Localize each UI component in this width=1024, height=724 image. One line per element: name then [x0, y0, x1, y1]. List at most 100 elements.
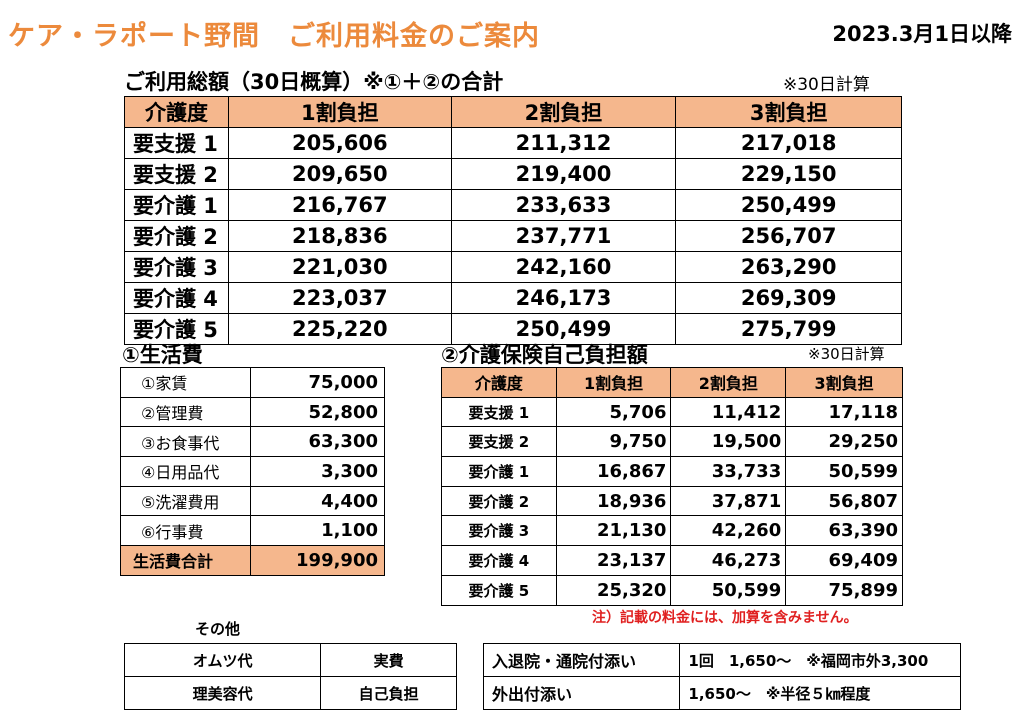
table-row: 要支援 2 209,650 219,400 229,150: [124, 158, 902, 190]
item-label: ⑤洗濯費用: [120, 485, 251, 517]
total-fee-table: 介護度 1割負担 2割負担 3割負担 要支援 1 205,606 211,312…: [124, 96, 902, 345]
other-fees-table: オムツ代 実費 理美容代 自己負担: [123, 643, 457, 710]
living-total-row: 生活費合計 199,900: [120, 545, 386, 576]
item-amount: 3,300: [249, 456, 386, 487]
amount-cell: 33,733: [670, 456, 787, 487]
table-row: 要介護 5 25,320 50,599 75,899: [441, 574, 903, 606]
item-label: ①家賃: [120, 367, 251, 398]
item-label: ③お食事代: [120, 426, 251, 458]
insurance-footnote: 注）記載の料金には、加算を含みません。: [592, 610, 858, 626]
care-level-cell: 要介護 5: [124, 313, 229, 345]
amount-cell: 37,871: [670, 485, 787, 517]
effective-date: 2023.3月1日以降: [832, 22, 1012, 46]
table-row: 要支援 1 205,606 211,312 217,018: [124, 127, 902, 159]
amount-cell: 219,400: [450, 158, 677, 190]
table-row: 要介護 4 223,037 246,173 269,309: [124, 282, 902, 314]
table-row: 要介護 2 218,836 237,771 256,707: [124, 220, 902, 252]
care-level-cell: 要支援 1: [124, 127, 229, 159]
amount-cell: 50,599: [670, 574, 787, 606]
table-row: 要介護 1 216,767 233,633 250,499: [124, 189, 902, 221]
amount-cell: 250,499: [675, 189, 902, 221]
column-header: 介護度: [124, 96, 229, 128]
column-header: 3割負担: [675, 96, 902, 128]
amount-cell: 63,390: [785, 515, 903, 547]
amount-cell: 237,771: [450, 220, 677, 252]
amount-cell: 11,412: [670, 396, 787, 428]
table-row: 要介護 5 225,220 250,499 275,799: [124, 313, 902, 345]
column-header: 1割負担: [555, 367, 672, 398]
column-header: 2割負担: [450, 96, 677, 128]
amount-cell: 19,500: [670, 426, 787, 458]
table-row: ①家賃 75,000: [120, 367, 386, 398]
care-level-cell: 要介護 4: [441, 545, 557, 576]
insurance-section-title: ②介護保険自己負担額: [441, 343, 648, 367]
item-label: 理美容代: [123, 676, 322, 710]
table-row: 要介護 4 23,137 46,273 69,409: [441, 545, 903, 576]
table-row: オムツ代 実費: [123, 643, 457, 677]
table-row: 要支援 2 9,750 19,500 29,250: [441, 426, 903, 458]
amount-cell: 17,118: [785, 396, 903, 428]
amount-cell: 211,312: [450, 127, 677, 159]
amount-cell: 5,706: [555, 396, 672, 428]
care-level-cell: 要介護 5: [441, 574, 557, 606]
care-level-cell: 要介護 4: [124, 282, 229, 314]
amount-cell: 229,150: [675, 158, 902, 190]
table-row: 要介護 1 16,867 33,733 50,599: [441, 456, 903, 487]
amount-cell: 42,260: [670, 515, 787, 547]
living-total-amount: 199,900: [249, 545, 386, 576]
amount-cell: 263,290: [675, 251, 902, 283]
amount-cell: 269,309: [675, 282, 902, 314]
amount-cell: 23,137: [555, 545, 672, 576]
table-header-row: 介護度 1割負担 2割負担 3割負担: [124, 96, 902, 128]
column-header: 1割負担: [227, 96, 452, 128]
item-amount: 63,300: [249, 426, 386, 458]
table-row: ③お食事代 63,300: [120, 426, 386, 458]
item-value: 自己負担: [320, 676, 457, 710]
amount-cell: 205,606: [227, 127, 452, 159]
page-title: ケア・ラポート野間 ご利用料金のご案内: [8, 21, 540, 52]
column-header: 3割負担: [785, 367, 903, 398]
amount-cell: 18,936: [555, 485, 672, 517]
amount-cell: 218,836: [227, 220, 452, 252]
table-row: 入退院・通院付添い 1回 1,650～ ※福岡市外3,300: [482, 643, 961, 677]
care-level-cell: 要介護 1: [441, 456, 557, 487]
amount-cell: 242,160: [450, 251, 677, 283]
amount-cell: 21,130: [555, 515, 672, 547]
amount-cell: 56,807: [785, 485, 903, 517]
table-row: 理美容代 自己負担: [123, 676, 457, 710]
item-amount: 75,000: [249, 367, 386, 398]
table-row: 要介護 2 18,936 37,871 56,807: [441, 485, 903, 517]
care-level-cell: 要支援 1: [441, 396, 557, 428]
column-header: 2割負担: [670, 367, 787, 398]
care-level-cell: 要介護 2: [124, 220, 229, 252]
amount-cell: 209,650: [227, 158, 452, 190]
amount-cell: 250,499: [450, 313, 677, 345]
table-row: 要介護 3 221,030 242,160 263,290: [124, 251, 902, 283]
amount-cell: 16,867: [555, 456, 672, 487]
table-row: ⑤洗濯費用 4,400: [120, 485, 386, 517]
living-total-label: 生活費合計: [120, 545, 251, 576]
amount-cell: 50,599: [785, 456, 903, 487]
escort-fees-table: 入退院・通院付添い 1回 1,650～ ※福岡市外3,300 外出付添い 1,6…: [482, 643, 961, 710]
item-value: 1,650～ ※半径５㎞程度: [679, 676, 961, 710]
item-label: 入退院・通院付添い: [482, 643, 681, 677]
insurance-note: ※30日計算: [808, 345, 885, 363]
amount-cell: 223,037: [227, 282, 452, 314]
item-amount: 4,400: [249, 485, 386, 517]
amount-cell: 275,799: [675, 313, 902, 345]
amount-cell: 46,273: [670, 545, 787, 576]
item-label: 外出付添い: [482, 676, 681, 710]
amount-cell: 29,250: [785, 426, 903, 458]
care-level-cell: 要支援 2: [441, 426, 557, 458]
amount-cell: 25,320: [555, 574, 672, 606]
item-amount: 52,800: [249, 396, 386, 428]
amount-cell: 225,220: [227, 313, 452, 345]
table-row: 要支援 1 5,706 11,412 17,118: [441, 396, 903, 428]
amount-cell: 256,707: [675, 220, 902, 252]
table-row: ②管理費 52,800: [120, 396, 386, 428]
care-level-cell: 要支援 2: [124, 158, 229, 190]
item-label: ④日用品代: [120, 456, 251, 487]
living-section-title: ①生活費: [122, 343, 203, 367]
care-level-cell: 要介護 2: [441, 485, 557, 517]
table-row: ④日用品代 3,300: [120, 456, 386, 487]
